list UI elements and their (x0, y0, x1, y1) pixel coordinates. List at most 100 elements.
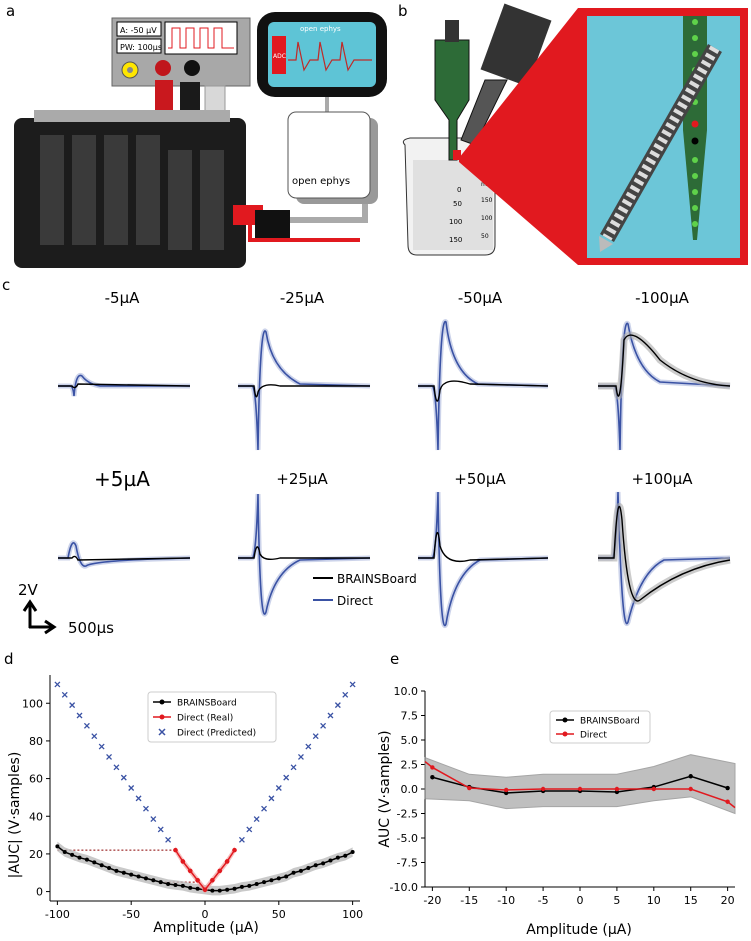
chart-e-ylabel: AUC (V·samples) (377, 730, 393, 847)
chart-d-legend-label: BRAINSBoard (177, 699, 237, 709)
chart-d-xtick-label: -50 (122, 908, 140, 921)
panel-a-illustration: A: -50 µV PW: 100µs ADC open ephys open … (14, 12, 387, 268)
chart-d-ytick-label: 20 (29, 848, 43, 861)
chart-d-xlabel: Amplitude (µA) (153, 920, 259, 936)
chart-d-predicted-point (98, 743, 105, 750)
chart-e-xtick-label: 0 (577, 894, 584, 907)
chart-e-series-point (430, 765, 435, 770)
chart-d-predicted-point (61, 691, 68, 698)
chart-d-predicted-point (334, 702, 341, 709)
chart-d-brainsboard-point (217, 888, 222, 893)
chart-d-predicted-point (261, 805, 268, 812)
chart-d-brainsboard-point (107, 866, 112, 871)
readout-pw: PW: 100µs (120, 43, 162, 52)
wave-title-pos5: +5µA (94, 467, 150, 491)
wave-title-neg50: -50µA (457, 289, 503, 307)
chart-e-legend-marker (562, 717, 568, 723)
chart-e-ytick-label: 2.5 (401, 759, 419, 772)
beaker-mark-100: 100 (449, 218, 462, 226)
legend-c-brainsboard: BRAINSBoard (337, 572, 417, 586)
chart-e-ytick-label: 10.0 (394, 685, 419, 698)
panel-letter-e: e (390, 650, 400, 668)
chart-d-brainsboard-point (188, 885, 193, 890)
chart-e-ytick-label: -7.5 (397, 857, 418, 870)
chart-e-xtick-label: 15 (684, 894, 698, 907)
chart-d-brainsboard-point (321, 861, 326, 866)
chart-d-legend-marker (159, 699, 165, 705)
chart-e-ytick-label: -10.0 (390, 881, 418, 894)
scale-t-label: 500µs (68, 619, 114, 637)
chart-e-series-point (467, 785, 472, 791)
chart-d-direct-real-point (232, 847, 237, 853)
chart-d-predicted-point (113, 764, 120, 771)
chart-d-predicted-point (320, 722, 327, 729)
chart-d-predicted-point (253, 816, 260, 823)
wave-neg25-brainsboard (238, 384, 370, 398)
chart-d-brainsboard-point (129, 872, 134, 877)
chart-e-legend-label: Direct (580, 731, 607, 741)
beaker-mark-150: 150 (449, 236, 462, 244)
chart-d-brainsboard-point (269, 878, 274, 883)
chart-e-xtick-label: 10 (647, 894, 661, 907)
chart-d-brainsboard-point (77, 855, 82, 860)
chart-e-xtick-label: -20 (423, 894, 441, 907)
chart-d-predicted-point (135, 795, 142, 802)
chart-d-brainsboard-point (254, 882, 259, 887)
chart-e-series-point (688, 786, 693, 792)
chart-d-xtick-label: -100 (45, 908, 70, 921)
chart-e-xtick-label: 20 (721, 894, 735, 907)
chart-d-brainsboard-point (291, 870, 296, 875)
beaker-mark-50: 50 (453, 200, 462, 208)
chart-d-brainsboard-point (262, 880, 267, 885)
chart-d-predicted-point (238, 836, 245, 843)
chart-d-direct-real-point (217, 868, 223, 874)
chart-d-predicted-point (150, 816, 157, 823)
wave-title-pos100: +100µA (631, 470, 693, 488)
panel-letter-b: b (398, 2, 408, 20)
chart-d-predicted-point (283, 774, 290, 781)
chart-d-direct-band (175, 846, 235, 894)
chart-d-brainsboard-point (151, 878, 156, 883)
chart-d-direct-real-point (187, 868, 193, 874)
chart-d-predicted-point (246, 826, 253, 833)
chart-e-ytick-label: 0.0 (401, 783, 419, 796)
wave-neg5-brainsboard (58, 383, 191, 389)
chart-d-legend: BRAINSBoard Direct (Real) Direct (Predicte… (147, 691, 277, 743)
chart-e-series-point (577, 786, 583, 792)
chart-d-brainsboard-point (136, 874, 141, 879)
chart-d-brainsboard-point (158, 880, 163, 885)
chart-d-brainsboard-point (247, 883, 252, 888)
wave-pos100-brainsboard (598, 505, 731, 602)
wave-pos25-direct (238, 493, 371, 615)
wave-pos5-direct (58, 542, 191, 567)
chart-d-ytick-label: 60 (29, 773, 43, 786)
chart-d-predicted-point (91, 733, 98, 740)
chart-d-brainsboard-point (328, 858, 333, 863)
chart-d-predicted-point (106, 753, 113, 760)
legend-c-direct: Direct (337, 594, 373, 608)
chart-e-series-point (503, 787, 509, 793)
chart-e-brainsboard-band (424, 754, 736, 815)
wave-title-neg25: -25µA (279, 289, 325, 307)
chart-d-brainsboard-point (239, 884, 244, 889)
chart-d-direct-real-point (210, 877, 215, 883)
chart-d-predicted-point (290, 764, 297, 771)
chart-d-brainsboard-point (276, 876, 281, 881)
chart-d-brainsboard-point (284, 874, 289, 879)
chart-d-brainsboard-point (55, 844, 60, 849)
wave-title-pos50: +50µA (454, 470, 506, 488)
chart-d-predicted-point (54, 681, 61, 688)
chart-d-legend-marker (159, 714, 165, 720)
chart-d-brainsboard-point (84, 857, 89, 862)
chart-d-brainsboard-band (57, 841, 353, 896)
chart-d-brainsboard-point (92, 860, 97, 865)
panel-letter-d: d (4, 650, 14, 668)
wave-title-neg100: -100µA (635, 289, 689, 307)
chart-d-predicted-point (165, 836, 172, 843)
chart-e-xtick-label: -10 (497, 894, 515, 907)
chart-d-xtick-label: 0 (202, 908, 209, 921)
wave-pos5-brainsboard (58, 555, 191, 561)
beaker-mark-0: 0 (457, 186, 461, 194)
chart-d-predicted-point (327, 712, 334, 719)
chart-d-brainsboard-point (210, 888, 215, 893)
